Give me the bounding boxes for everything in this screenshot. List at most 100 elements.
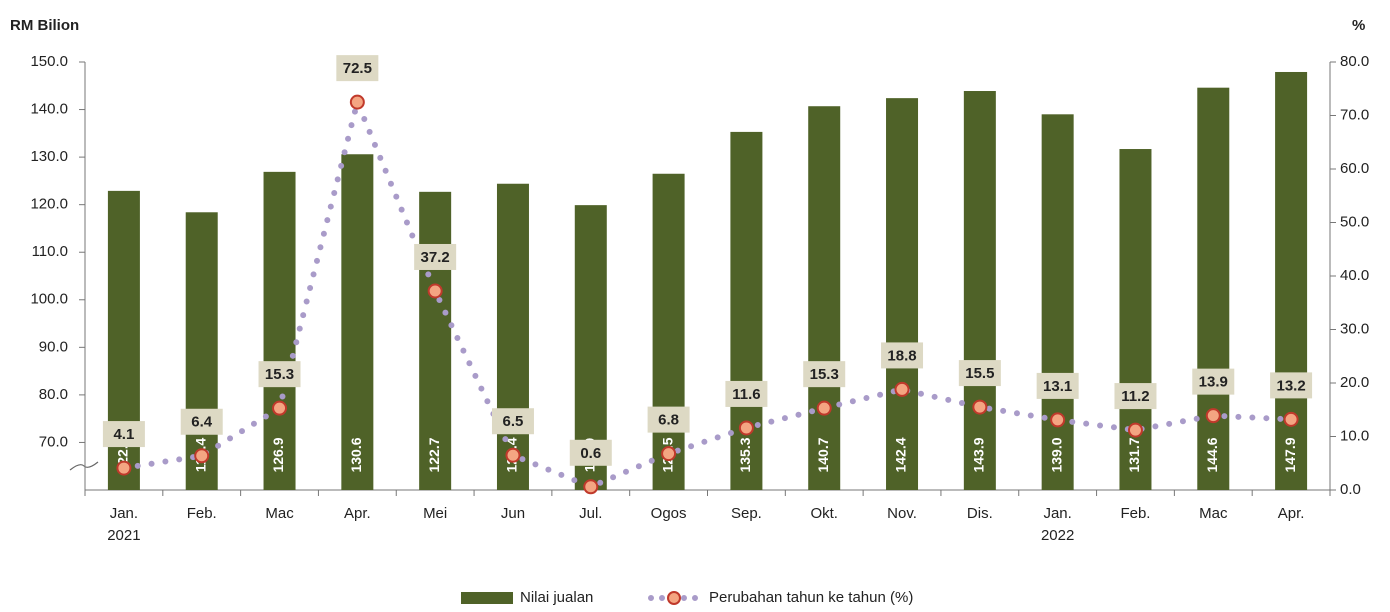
value-label-box [180,408,223,435]
y2-tick-label: 70.0 [1340,106,1369,123]
bar-value-label: 135.3 [737,437,753,472]
line-value-label: 6.4 [191,414,213,431]
marker [272,400,288,416]
bar [808,106,841,490]
axis-break [69,461,99,471]
value-label-box [491,408,534,435]
marker [1283,411,1299,427]
y2-axis-title: % [1352,17,1365,34]
y2-tick-label: 10.0 [1340,427,1369,444]
legend-marker [667,591,681,605]
line-value-label: 13.9 [1199,374,1228,391]
y2-tick-label: 60.0 [1340,160,1369,177]
value-label-box [881,342,924,369]
bar [963,91,996,491]
x-tick-label: Apr. [344,505,371,522]
legend-label: Perubahan tahun ke tahun (%) [709,589,913,606]
x-tick-label: Feb. [1120,505,1150,522]
legend-label: Nilai jualan [520,589,593,606]
y2-tick-label: 80.0 [1340,53,1369,70]
line-value-label: 37.2 [421,249,450,266]
marker [583,479,599,495]
marker [194,448,210,464]
line-value-label: 15.5 [965,365,994,382]
x-tick-label: Jun [501,505,525,522]
marker [505,447,521,463]
y-tick-label: 120.0 [30,196,68,213]
x-tick-label: Jan. 2022 [1041,505,1074,544]
line-value-label: 72.5 [343,60,372,77]
x-tick-label: Nov. [887,505,917,522]
value-label-box [102,421,145,448]
bar [1197,87,1230,491]
y-tick-label: 90.0 [39,338,68,355]
line-value-label: 11.2 [1121,388,1149,405]
value-label-box [958,360,1001,387]
x-tick-label: Apr. [1278,505,1305,522]
value-label-box [1036,372,1079,399]
x-tick-label: Mac [265,505,294,522]
bar [730,131,763,490]
x-tick-label: Dis. [967,505,993,522]
bar [496,183,529,490]
bar-value-label: 147.9 [1282,437,1298,472]
y2-tick-label: 30.0 [1340,320,1369,337]
x-tick-label: Sep. [731,505,762,522]
value-label-box [336,55,379,82]
bar-value-label: 143.9 [971,437,987,472]
legend-swatch [461,592,513,604]
x-tick-label: Mei [423,505,447,522]
line-value-label: 4.1 [113,426,134,443]
marker [349,94,365,110]
bar-value-label: 142.4 [893,437,909,472]
value-label-box [803,361,846,388]
bar [886,98,919,491]
line-value-label: 13.2 [1276,377,1305,394]
value-label-box [569,439,612,466]
y2-tick-label: 20.0 [1340,374,1369,391]
x-tick-label: Feb. [187,505,217,522]
value-label-box [1270,372,1313,399]
y-tick-label: 100.0 [30,291,68,308]
value-label-box [647,406,690,433]
x-tick-label: Okt. [810,505,838,522]
value-label-box [414,243,457,270]
y-tick-label: 110.0 [32,243,68,260]
y2-tick-label: 0.0 [1340,481,1361,498]
line-value-label: 18.8 [887,347,916,364]
bar [652,173,685,490]
line-value-label: 13.1 [1043,378,1072,395]
marker [894,381,910,397]
x-tick-label: Jul. [579,505,602,522]
marker [661,446,677,462]
line-value-label: 6.5 [503,413,524,430]
y-tick-label: 150.0 [30,53,68,70]
bar-value-label: 126.9 [270,437,286,472]
line-value-label: 15.3 [265,366,294,383]
value-label-box [1192,368,1235,395]
y-tick-label: 80.0 [39,386,68,403]
marker [1050,412,1066,428]
bar [1041,114,1074,491]
bar [185,212,218,490]
bar [1275,71,1308,490]
x-tick-label: Mac [1199,505,1228,522]
x-tick-label: Jan. 2021 [107,505,140,544]
bar-value-label: 140.7 [815,437,831,472]
bar-value-label: 144.6 [1204,437,1220,472]
line-value-label: 11.6 [732,386,760,403]
marker [972,399,988,415]
marker [427,283,443,299]
marker [816,400,832,416]
bar [341,154,374,490]
line [120,92,1295,491]
y-tick-label: 130.0 [30,148,68,165]
y2-tick-label: 50.0 [1340,213,1369,230]
y2-tick-label: 40.0 [1340,267,1369,284]
value-label-box [725,380,768,407]
line-value-label: 6.8 [658,412,679,429]
marker [1127,422,1143,438]
bar-value-label: 131.7 [1126,437,1142,472]
bar [263,171,296,490]
